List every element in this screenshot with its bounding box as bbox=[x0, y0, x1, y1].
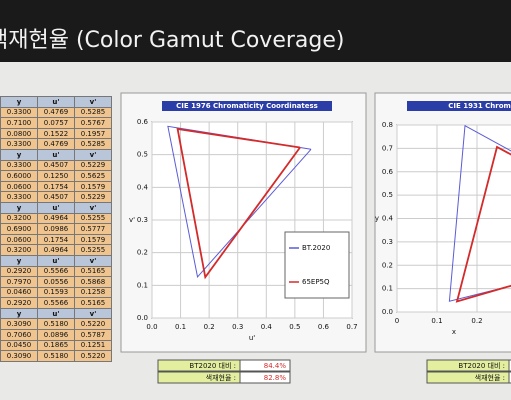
summary-value-bg bbox=[239, 359, 291, 372]
summary-value: 82.8% bbox=[264, 374, 287, 382]
summary-value-bg bbox=[508, 371, 511, 384]
y-tick-label: 0.4 bbox=[382, 215, 394, 223]
x-tick-label: 0.1 bbox=[175, 323, 186, 331]
header-row: y u' v' bbox=[0, 96, 112, 108]
cell: 0.5868 bbox=[74, 276, 112, 288]
y-tick-label: 0.7 bbox=[382, 144, 393, 152]
x-tick-label: 0.1 bbox=[431, 317, 442, 325]
cell: 0.5220 bbox=[74, 350, 112, 362]
data-row: 0.3200 0.4964 0.5255 bbox=[0, 244, 112, 256]
data-row: 0.0460 0.1593 0.1258 bbox=[0, 286, 112, 299]
y-axis-label: v' bbox=[129, 216, 135, 224]
chart-title: CIE 1931 Chromaticity bbox=[448, 102, 511, 110]
y-tick-label: 0.5 bbox=[382, 191, 393, 199]
x-tick-label: 0.2 bbox=[204, 323, 215, 331]
y-tick-label: 0.1 bbox=[382, 285, 393, 293]
x-tick-label: 0.7 bbox=[346, 323, 357, 331]
data-row: 0.2920 0.5566 0.5165 bbox=[0, 297, 112, 309]
data-row: 0.7060 0.0896 0.5787 bbox=[0, 329, 112, 341]
series-line bbox=[455, 145, 511, 303]
cell: 0.5220 bbox=[74, 318, 112, 331]
legend bbox=[284, 231, 350, 299]
x-axis-label: x bbox=[452, 328, 456, 336]
header-row: y u' v' bbox=[0, 254, 112, 267]
y-axis-label: y bbox=[375, 215, 379, 223]
data-row: 0.0450 0.1865 0.1251 bbox=[0, 339, 112, 352]
cell: 0.1258 bbox=[74, 286, 112, 299]
y-tick-label: 0.0 bbox=[382, 308, 393, 316]
y-tick-label: 0.3 bbox=[382, 238, 393, 246]
coordinate-table: y u' v' 0.3300 0.4769 0.5285 0.7100 0.0757 0.576… bbox=[0, 96, 112, 362]
y-tick-label: 0.0 bbox=[137, 314, 148, 322]
summary-label: BT2020 대비 : bbox=[458, 361, 505, 370]
y-tick-label: 0.1 bbox=[137, 281, 148, 289]
data-row: 0.0600 0.1754 0.1579 bbox=[0, 180, 112, 193]
x-tick-label: 0 bbox=[395, 317, 399, 325]
x-tick-label: 0.4 bbox=[261, 323, 273, 331]
slide-title: 색재현율 (Color Gamut Coverage) bbox=[0, 28, 345, 53]
legend-label: 65EP5Q bbox=[302, 278, 330, 286]
summary-value: 84.4% bbox=[264, 362, 287, 370]
header-row: y u' v' bbox=[0, 307, 112, 320]
y-tick-label: 0.4 bbox=[137, 183, 149, 191]
data-row: 0.3090 0.5180 0.5220 bbox=[0, 350, 112, 362]
y-tick-label: 0.2 bbox=[382, 261, 393, 269]
column-header: v' bbox=[74, 307, 112, 320]
cell: 0.5787 bbox=[74, 329, 112, 341]
summary-label: 색재현율 : bbox=[475, 373, 505, 382]
chart-title-bg bbox=[162, 101, 332, 111]
cell: 0.1251 bbox=[74, 339, 112, 352]
y-tick-label: 0.6 bbox=[382, 168, 394, 176]
data-row: 0.7970 0.0556 0.5868 bbox=[0, 276, 112, 288]
x-tick-label: 0.3 bbox=[232, 323, 243, 331]
column-header: v' bbox=[74, 254, 112, 267]
legend-label: BT.2020 bbox=[302, 244, 330, 252]
cell: 0.5165 bbox=[74, 265, 112, 278]
y-tick-label: 0.5 bbox=[137, 151, 148, 159]
y-tick-label: 0.6 bbox=[137, 118, 149, 126]
data-row: 0.7100 0.0757 0.5767 bbox=[0, 117, 112, 129]
cell: 0.5165 bbox=[74, 297, 112, 309]
x-tick-label: 0.5 bbox=[289, 323, 300, 331]
data-row: 0.3090 0.5180 0.5220 bbox=[0, 318, 112, 331]
data-row: 0.3300 0.4769 0.5285 bbox=[0, 138, 112, 150]
summary-label: 색재현율 : bbox=[206, 373, 236, 382]
summary-value-bg bbox=[239, 371, 291, 384]
y-tick-label: 0.2 bbox=[137, 249, 148, 257]
chart-title: CIE 1976 Chromaticity Coordinatess bbox=[176, 102, 318, 110]
y-tick-label: 0.3 bbox=[137, 216, 148, 224]
data-row: 0.2920 0.5566 0.5165 bbox=[0, 265, 112, 278]
x-tick-label: 0.6 bbox=[318, 323, 330, 331]
series-line bbox=[448, 124, 511, 302]
x-tick-label: 0.2 bbox=[471, 317, 482, 325]
summary-value-bg bbox=[508, 359, 511, 372]
y-tick-label: 0.8 bbox=[382, 121, 393, 129]
x-tick-label: 0.0 bbox=[146, 323, 157, 331]
summary-label: BT2020 대비 : bbox=[189, 361, 236, 370]
x-axis-label: u' bbox=[249, 334, 255, 342]
series-line bbox=[176, 127, 301, 280]
chart-title-bg bbox=[407, 101, 511, 111]
